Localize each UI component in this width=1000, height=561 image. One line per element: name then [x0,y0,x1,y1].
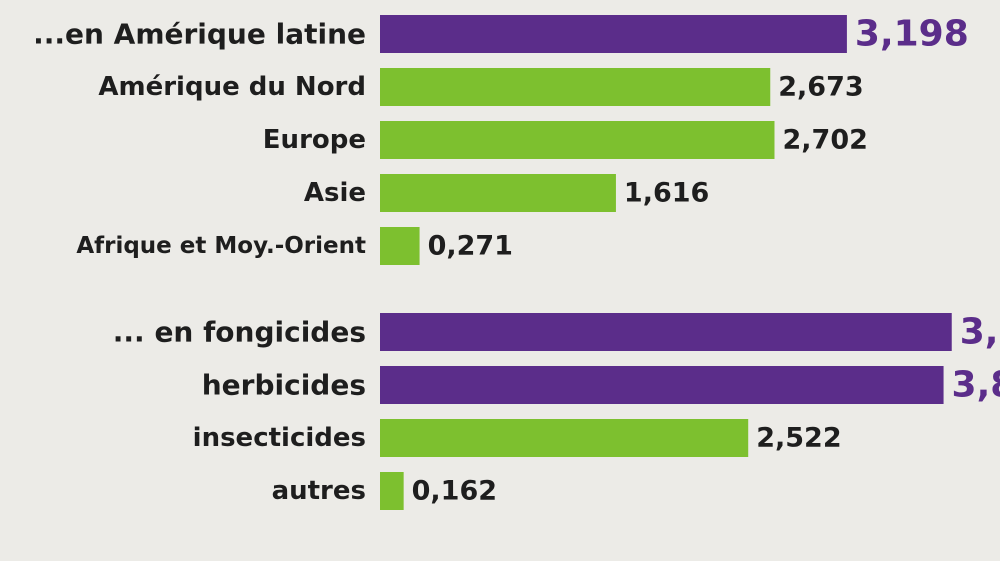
bar-0-0 [380,15,847,53]
bar-1-2 [380,419,749,457]
value-label: 3,198 [855,14,969,55]
category-label: ... en fongicides [113,316,366,349]
value-label: 2,673 [778,72,863,103]
category-label: Europe [263,125,366,155]
category-label: Amérique du Nord [98,72,366,102]
value-label: 3,860 [952,365,1000,406]
bar-1-3 [380,472,404,510]
category-label: insecticides [193,423,366,453]
bar-0-3 [380,174,616,212]
value-label: 3,916 [960,312,1000,353]
value-label: 1,616 [624,178,709,209]
value-label: 0,162 [412,476,497,507]
bar-1-1 [380,366,944,404]
bar-0-1 [380,68,771,106]
value-label: 2,522 [756,423,841,454]
category-label: ...en Amérique latine [33,18,366,51]
value-label: 0,271 [428,231,513,262]
category-label: Asie [304,178,366,208]
value-label: 2,702 [782,125,867,156]
bar-0-2 [380,121,775,159]
category-label: herbicides [202,369,366,402]
category-label: Afrique et Moy.-Orient [76,233,366,259]
bar-0-4 [380,227,420,265]
category-label: autres [272,476,366,506]
bar-1-0 [380,313,952,351]
